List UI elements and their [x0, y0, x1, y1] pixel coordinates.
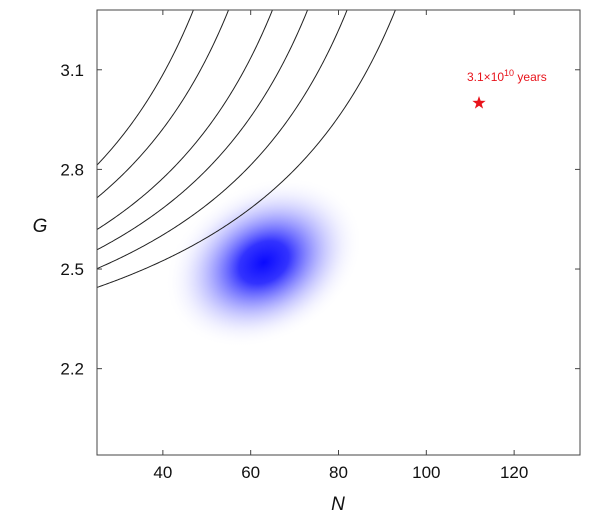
contour-line — [97, 10, 194, 166]
x-tick-label: 40 — [153, 463, 172, 482]
contour-line — [97, 10, 348, 270]
contour-line — [97, 10, 273, 230]
y-tick-label: 2.5 — [60, 260, 84, 279]
x-tick-label: 100 — [412, 463, 440, 482]
contour-curves — [97, 10, 396, 288]
y-tick-label: 2.8 — [60, 160, 84, 179]
contour-line — [97, 10, 396, 288]
y-axis-title: G — [33, 216, 48, 237]
x-tick-label: 80 — [329, 463, 348, 482]
marker-group: 3.1×1010 years — [467, 68, 547, 109]
contour-line — [97, 10, 309, 251]
x-axis-title: N — [331, 494, 345, 515]
contour-line — [97, 10, 230, 199]
x-tick-label: 120 — [500, 463, 528, 482]
marker-label: 3.1×1010 years — [467, 68, 547, 84]
x-tick-label: 60 — [241, 463, 260, 482]
y-tick-label: 3.1 — [60, 61, 84, 80]
density-blob — [164, 176, 363, 348]
y-tick-label: 2.2 — [60, 360, 84, 379]
star-marker — [472, 95, 486, 109]
density-peak — [164, 176, 363, 348]
axes: 40 60 80 100 120 2.2 2.5 2.8 3.1 — [60, 10, 580, 482]
